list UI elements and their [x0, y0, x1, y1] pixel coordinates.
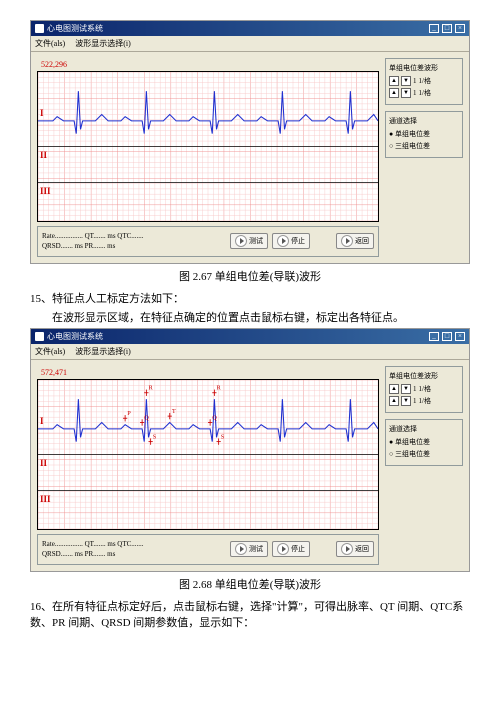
lead-label-3: III — [40, 494, 51, 504]
waveform-panel-title: 单组电位差波形 — [389, 371, 459, 381]
menu-file[interactable]: 文件(als) — [35, 347, 65, 356]
radio-single[interactable]: 单组电位差 — [389, 437, 459, 447]
svg-text:S: S — [153, 433, 157, 440]
ecg-chart[interactable]: QRSPTQRS I II III — [37, 379, 379, 530]
figure-caption-267: 图 2.67 单组电位差(导联)波形 — [30, 268, 470, 284]
waveform-panel-title: 单组电位差波形 — [389, 63, 459, 73]
back-button[interactable]: 返回 — [336, 541, 374, 557]
params-bar: Rate................ QT....... ms QTC...… — [37, 226, 379, 257]
svg-text:T: T — [172, 408, 176, 415]
channel-panel: 通道选择 单组电位差 三组电位差 — [385, 111, 463, 158]
window-title: 心电图测试系统 — [47, 23, 103, 34]
lead-label-2: II — [40, 150, 47, 160]
lead-label-1: I — [40, 108, 44, 118]
params-line1: Rate................ QT....... ms QTC...… — [42, 539, 226, 550]
params-line2: QRSD....... ms PR....... ms — [42, 241, 226, 252]
waveform-panel: 单组电位差波形 ▲▼1 1/格 ▲▼1 1/格 — [385, 366, 463, 413]
lead-label-2: II — [40, 458, 47, 468]
screenshot-268: 心电图测试系统 _ □ × 文件(als) 波形显示选择(i) 572,471 … — [30, 328, 470, 572]
window-titlebar: 心电图测试系统 _ □ × — [31, 21, 469, 36]
up-icon[interactable]: ▲ — [389, 384, 399, 394]
menu-wave[interactable]: 波形显示选择(i) — [75, 347, 131, 356]
close-icon[interactable]: × — [455, 332, 465, 341]
down-icon[interactable]: ▼ — [401, 88, 411, 98]
window-titlebar: 心电图测试系统 _ □ × — [31, 329, 469, 344]
stop-button[interactable]: 停止 — [272, 541, 310, 557]
menu-wave[interactable]: 波形显示选择(i) — [75, 39, 131, 48]
radio-triple[interactable]: 三组电位差 — [389, 141, 459, 151]
test-button[interactable]: 测试 — [230, 233, 268, 249]
item-16: 16、在所有特征点标定好后，点击鼠标右键，选择"计算"，可得出脉率、QT 间期、… — [30, 598, 470, 630]
svg-text:S: S — [221, 433, 225, 440]
menu-bar: 文件(als) 波形显示选择(i) — [31, 344, 469, 360]
cursor-coord: 522,296 — [37, 58, 379, 71]
radio-single[interactable]: 单组电位差 — [389, 129, 459, 139]
minimize-icon[interactable]: _ — [429, 24, 439, 33]
lead-label-3: III — [40, 186, 51, 196]
lead-label-1: I — [40, 416, 44, 426]
up-icon[interactable]: ▲ — [389, 396, 399, 406]
item-15: 15、特征点人工标定方法如下： — [30, 290, 470, 306]
stop-button[interactable]: 停止 — [272, 233, 310, 249]
ecg-svg: QRSPTQRS — [38, 380, 378, 529]
menu-file[interactable]: 文件(als) — [35, 39, 65, 48]
screenshot-267: 心电图测试系统 _ □ × 文件(als) 波形显示选择(i) 522,296 … — [30, 20, 470, 264]
test-button[interactable]: 测试 — [230, 541, 268, 557]
ecg-chart[interactable]: I II III — [37, 71, 379, 222]
up-icon[interactable]: ▲ — [389, 88, 399, 98]
radio-triple[interactable]: 三组电位差 — [389, 449, 459, 459]
close-icon[interactable]: × — [455, 24, 465, 33]
params-bar: Rate................ QT....... ms QTC...… — [37, 534, 379, 565]
window-title: 心电图测试系统 — [47, 331, 103, 342]
params-line2: QRSD....... ms PR....... ms — [42, 549, 226, 560]
maximize-icon[interactable]: □ — [442, 332, 452, 341]
item-15-detail: 在波形显示区域，在特征点确定的位置点击鼠标右键，标定出各特征点。 — [30, 309, 470, 325]
app-icon — [35, 24, 44, 33]
down-icon[interactable]: ▼ — [401, 76, 411, 86]
params-line1: Rate................ QT....... ms QTC...… — [42, 231, 226, 242]
app-icon — [35, 332, 44, 341]
menu-bar: 文件(als) 波形显示选择(i) — [31, 36, 469, 52]
svg-text:Q: Q — [212, 414, 217, 421]
down-icon[interactable]: ▼ — [401, 384, 411, 394]
svg-text:P: P — [127, 410, 131, 417]
channel-panel-title: 通道选择 — [389, 424, 459, 434]
down-icon[interactable]: ▼ — [401, 396, 411, 406]
maximize-icon[interactable]: □ — [442, 24, 452, 33]
ecg-svg — [38, 72, 378, 221]
channel-panel: 通道选择 单组电位差 三组电位差 — [385, 419, 463, 466]
figure-caption-268: 图 2.68 单组电位差(导联)波形 — [30, 576, 470, 592]
back-button[interactable]: 返回 — [336, 233, 374, 249]
svg-text:Q: Q — [144, 414, 149, 421]
channel-panel-title: 通道选择 — [389, 116, 459, 126]
waveform-panel: 单组电位差波形 ▲▼1 1/格 ▲▼1 1/格 — [385, 58, 463, 105]
cursor-coord: 572,471 — [37, 366, 379, 379]
up-icon[interactable]: ▲ — [389, 76, 399, 86]
minimize-icon[interactable]: _ — [429, 332, 439, 341]
